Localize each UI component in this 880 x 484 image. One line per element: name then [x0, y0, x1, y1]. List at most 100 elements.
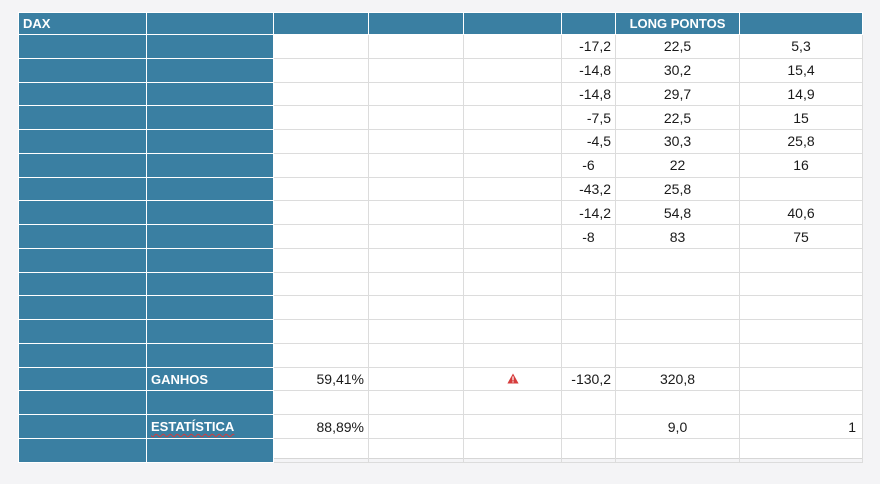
- cell[interactable]: [146, 81, 274, 107]
- cell[interactable]: [146, 57, 274, 83]
- cell[interactable]: [463, 414, 562, 440]
- cell[interactable]: [18, 57, 147, 83]
- cell[interactable]: [561, 295, 616, 321]
- cell[interactable]: [368, 366, 464, 392]
- cell-header-dax[interactable]: DAX: [18, 12, 147, 35]
- cell[interactable]: [18, 34, 147, 59]
- cell[interactable]: [18, 105, 147, 131]
- cell[interactable]: [561, 414, 616, 440]
- cell[interactable]: [463, 271, 562, 297]
- cell[interactable]: [463, 105, 562, 131]
- cell[interactable]: [146, 200, 274, 226]
- cell[interactable]: [368, 224, 464, 249]
- cell[interactable]: [615, 438, 740, 463]
- cell-header-8[interactable]: [739, 12, 863, 35]
- ganhos-sum-a[interactable]: -130,2: [561, 366, 616, 392]
- cell[interactable]: [368, 271, 464, 297]
- ganhos-sum-b[interactable]: 320,8: [615, 366, 740, 392]
- cell[interactable]: [18, 366, 147, 392]
- cell[interactable]: [463, 200, 562, 226]
- cell[interactable]: [615, 247, 740, 273]
- cell-header-long-pontos[interactable]: LONG PONTOS: [615, 12, 740, 35]
- cell[interactable]: [18, 152, 147, 178]
- cell[interactable]: [368, 57, 464, 83]
- cell[interactable]: [273, 438, 369, 463]
- cell[interactable]: [18, 247, 147, 273]
- cell[interactable]: [18, 224, 147, 249]
- cell-value-b[interactable]: 29,7: [615, 81, 740, 107]
- cell[interactable]: [368, 390, 464, 416]
- cell[interactable]: [368, 129, 464, 154]
- cell[interactable]: [739, 247, 863, 273]
- cell[interactable]: [273, 129, 369, 154]
- cell[interactable]: [273, 271, 369, 297]
- cell-value-c[interactable]: 25,8: [739, 129, 863, 154]
- cell[interactable]: [146, 247, 274, 273]
- cell[interactable]: [463, 319, 562, 344]
- cell[interactable]: [18, 342, 147, 368]
- cell[interactable]: [739, 342, 863, 368]
- cell-value-a[interactable]: -14,8: [561, 81, 616, 107]
- cell[interactable]: [273, 81, 369, 107]
- cell[interactable]: [273, 342, 369, 368]
- cell[interactable]: [273, 152, 369, 178]
- cell[interactable]: [273, 247, 369, 273]
- cell[interactable]: [463, 390, 562, 416]
- cell[interactable]: [463, 129, 562, 154]
- cell[interactable]: [273, 390, 369, 416]
- cell[interactable]: [463, 176, 562, 202]
- cell[interactable]: [739, 271, 863, 297]
- estatistica-value-b[interactable]: 9,0: [615, 414, 740, 440]
- cell[interactable]: [368, 414, 464, 440]
- cell-value-c[interactable]: 15: [739, 105, 863, 131]
- cell[interactable]: [146, 129, 274, 154]
- cell[interactable]: [739, 295, 863, 321]
- cell[interactable]: [368, 105, 464, 131]
- cell[interactable]: [368, 295, 464, 321]
- cell[interactable]: [18, 176, 147, 202]
- cell-value-c[interactable]: 40,6: [739, 200, 863, 226]
- cell[interactable]: [146, 319, 274, 344]
- cell[interactable]: [146, 176, 274, 202]
- ganhos-label[interactable]: GANHOS: [146, 366, 274, 392]
- cell[interactable]: [18, 295, 147, 321]
- cell-value-b[interactable]: 22,5: [615, 34, 740, 59]
- cell-value-c[interactable]: 75: [739, 224, 863, 249]
- cell[interactable]: [615, 271, 740, 297]
- cell[interactable]: [739, 366, 863, 392]
- cell[interactable]: [18, 438, 147, 463]
- cell[interactable]: [561, 319, 616, 344]
- cell[interactable]: [561, 438, 616, 463]
- cell[interactable]: [463, 81, 562, 107]
- cell-value-b[interactable]: 30,2: [615, 57, 740, 83]
- cell-header-6[interactable]: [561, 12, 616, 35]
- cell[interactable]: [273, 34, 369, 59]
- cell-value-c[interactable]: 16: [739, 152, 863, 178]
- cell[interactable]: [368, 152, 464, 178]
- cell[interactable]: [273, 295, 369, 321]
- cell-value-c[interactable]: 14,9: [739, 81, 863, 107]
- estatistica-label[interactable]: ESTATÍSTICA: [146, 414, 274, 440]
- cell[interactable]: [463, 342, 562, 368]
- cell-header-2[interactable]: [146, 12, 274, 35]
- cell[interactable]: [368, 438, 464, 463]
- cell[interactable]: [146, 271, 274, 297]
- cell[interactable]: [273, 200, 369, 226]
- cell[interactable]: [615, 390, 740, 416]
- cell[interactable]: [368, 81, 464, 107]
- cell[interactable]: [561, 342, 616, 368]
- cell[interactable]: [561, 390, 616, 416]
- cell[interactable]: [273, 176, 369, 202]
- cell-value-a[interactable]: -6: [561, 152, 616, 178]
- cell-value-c[interactable]: [739, 176, 863, 202]
- cell-value-c[interactable]: 5,3: [739, 34, 863, 59]
- cell-value-a[interactable]: -17,2: [561, 34, 616, 59]
- cell[interactable]: [615, 295, 740, 321]
- cell[interactable]: [18, 271, 147, 297]
- cell-value-b[interactable]: 83: [615, 224, 740, 249]
- cell[interactable]: [561, 247, 616, 273]
- cell[interactable]: [739, 438, 863, 463]
- cell[interactable]: [739, 390, 863, 416]
- cell[interactable]: [146, 152, 274, 178]
- cell-value-a[interactable]: -14,2: [561, 200, 616, 226]
